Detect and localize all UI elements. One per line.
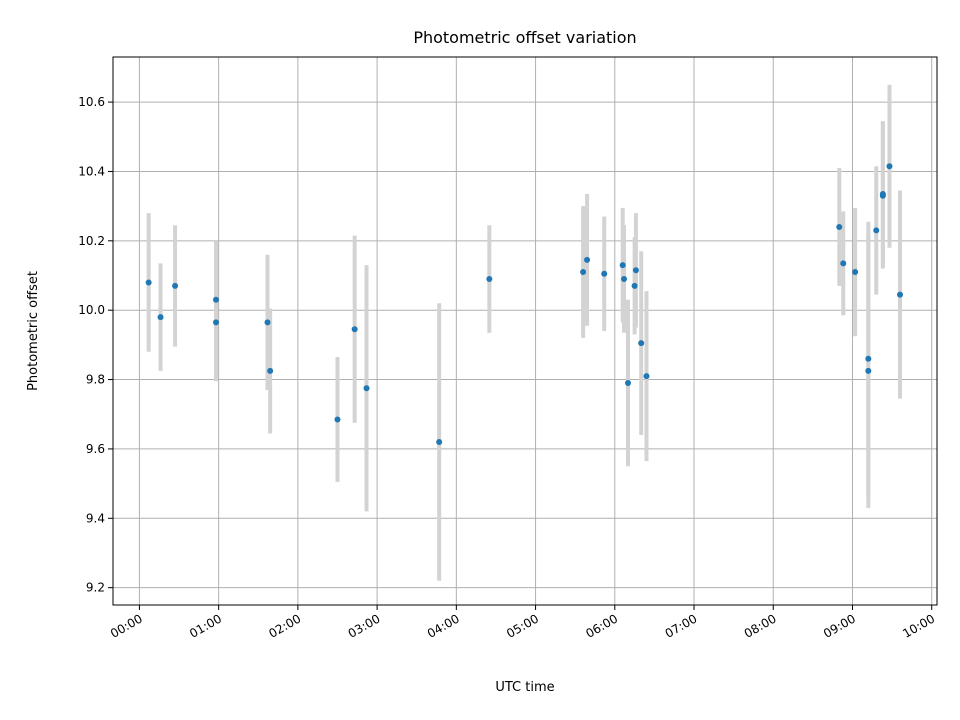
- y-tick-label: 10.2: [78, 234, 105, 248]
- y-tick-label: 9.2: [86, 581, 105, 595]
- data-point: [865, 367, 872, 374]
- y-tick-label: 9.6: [86, 442, 105, 456]
- data-point: [852, 269, 859, 276]
- y-tick-label: 10.6: [78, 95, 105, 109]
- x-tick-label: 09:00: [821, 611, 858, 640]
- data-point: [334, 416, 341, 423]
- data-point: [264, 319, 271, 326]
- data-point: [643, 373, 650, 380]
- y-tick-label: 10.4: [78, 164, 105, 178]
- data-point: [584, 256, 591, 263]
- x-axis-label: UTC time: [495, 680, 554, 695]
- data-point: [436, 438, 443, 445]
- y-tick-label: 10.0: [78, 303, 105, 317]
- data-point: [580, 269, 587, 276]
- data-point: [363, 385, 370, 392]
- x-tick-label: 07:00: [663, 611, 700, 640]
- y-axis-ticks: 9.2 9.4 9.6 9.8 10.0 10.2 10.4 10.6: [78, 95, 113, 595]
- plot-frame: [112, 56, 938, 606]
- data-point: [873, 227, 880, 234]
- data-point: [172, 282, 179, 289]
- data-point: [625, 380, 631, 387]
- data-point: [886, 163, 893, 170]
- data-point: [213, 319, 219, 326]
- data-point: [145, 279, 152, 286]
- error-bars: [146, 84, 903, 581]
- data-point: [601, 270, 608, 277]
- data-point: [213, 296, 219, 303]
- data-point: [879, 192, 886, 199]
- data-point: [631, 282, 638, 289]
- x-axis-ticks: 00:00 01:00 02:00 03:00 04:00 05:00 06:00 07:00…: [108, 605, 937, 641]
- x-tick-label: 06:00: [583, 611, 620, 640]
- x-tick-label: 02:00: [266, 611, 303, 640]
- x-tick-label: 04:00: [425, 611, 462, 640]
- data-point: [267, 367, 274, 374]
- x-tick-label: 03:00: [346, 611, 383, 640]
- data-point: [486, 275, 493, 282]
- x-tick-label: 05:00: [504, 611, 541, 640]
- y-tick-label: 9.8: [86, 373, 105, 387]
- grid-lines: [113, 57, 937, 605]
- y-axis-label: Photometric offset: [26, 271, 41, 391]
- data-point: [621, 275, 628, 282]
- data-point: [836, 223, 843, 230]
- y-tick-label: 9.4: [86, 511, 105, 525]
- x-tick-label: 00:00: [108, 611, 145, 640]
- data-point: [638, 340, 645, 347]
- x-tick-label: 08:00: [742, 611, 779, 640]
- data-point: [351, 326, 358, 333]
- x-tick-label: 10:00: [900, 611, 937, 640]
- x-tick-label: 01:00: [187, 611, 224, 640]
- data-point: [619, 262, 626, 269]
- data-point: [840, 260, 847, 267]
- data-point: [897, 291, 904, 298]
- data-points: [145, 163, 904, 445]
- data-point: [157, 314, 164, 321]
- data-point: [865, 355, 872, 362]
- data-point: [632, 267, 639, 274]
- chart-title: Photometric offset variation: [413, 28, 636, 47]
